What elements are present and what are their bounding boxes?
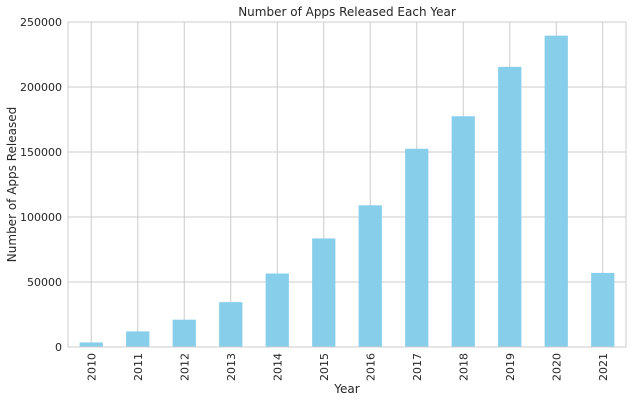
bar — [591, 272, 615, 347]
x-axis-label: Year — [333, 382, 359, 396]
y-tick-label: 200000 — [20, 81, 62, 94]
y-tick-label: 100000 — [20, 211, 62, 224]
x-tick-label: 2019 — [504, 353, 517, 381]
plot-frame — [67, 21, 627, 348]
x-tick-label: 2020 — [550, 353, 563, 381]
bar — [219, 302, 243, 347]
y-tick-label: 0 — [55, 341, 62, 354]
x-tick-label: 2015 — [318, 353, 331, 381]
x-tick-label: 2021 — [597, 353, 610, 381]
x-tick-label: 2011 — [132, 353, 145, 381]
x-tick-label: 2016 — [364, 353, 377, 381]
x-tick-label: 2013 — [225, 353, 238, 381]
x-tick-label: 2018 — [457, 353, 470, 381]
bar — [79, 342, 103, 347]
y-tick-label: 250000 — [20, 16, 62, 29]
x-tick-label: 2017 — [411, 353, 424, 381]
bar — [126, 331, 150, 347]
bar — [451, 116, 475, 347]
bar — [265, 273, 289, 347]
y-axis-label: Number of Apps Released — [5, 107, 19, 262]
grid-lines — [68, 21, 626, 348]
y-tick-label: 150000 — [20, 146, 62, 159]
bar — [312, 238, 336, 347]
y-tick-label: 50000 — [27, 276, 62, 289]
bars — [79, 35, 615, 348]
y-tick-labels: 0 50000 100000 150000 200000 250000 — [20, 16, 62, 354]
x-tick-labels: 2010 2011 2012 2013 2014 2015 2016 2017 2018 2019… — [85, 353, 610, 381]
bar — [405, 148, 429, 347]
bar — [544, 35, 568, 348]
x-tick-label: 2014 — [271, 353, 284, 381]
bar — [172, 319, 196, 347]
x-tick-label: 2012 — [178, 353, 191, 381]
x-tick-label: 2010 — [85, 353, 98, 381]
chart-title: Number of Apps Released Each Year — [238, 5, 456, 19]
bar — [498, 66, 522, 347]
bar — [358, 205, 382, 347]
